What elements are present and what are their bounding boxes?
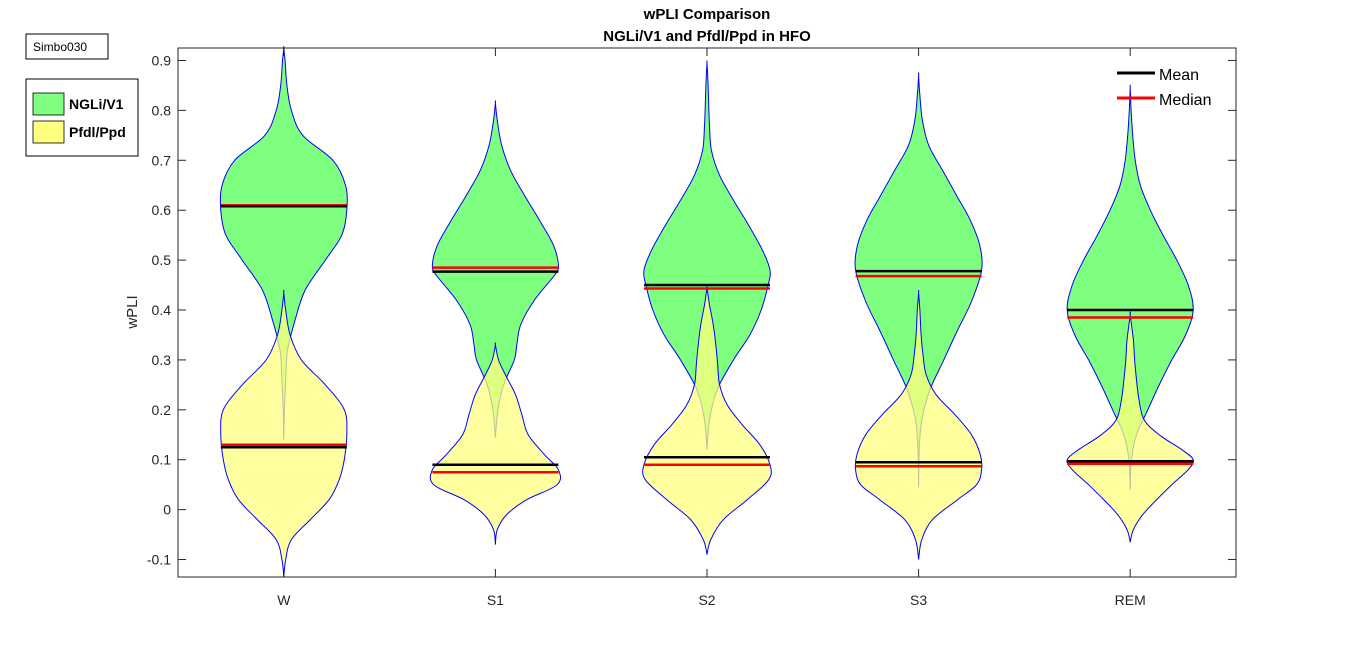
violin-2-rem [1066,311,1194,543]
y-tick-label: 0.1 [152,452,172,468]
stat-lines [220,203,1194,474]
violin-1-s2 [643,60,771,450]
y-tick-label: 0.3 [152,352,172,368]
group-legend: NGLi/V1 Pfdl/Ppd [25,78,139,157]
x-tick-label-w: W [277,592,291,608]
y-axis: -0.1 0 0.1 0.2 0.3 0.4 0.5 0.6 0.7 0.8 0.9 [147,52,1236,568]
y-axis-label: wPLI [124,295,141,329]
violin-1-s3 [854,72,983,488]
stats-legend: Mean Median [1117,67,1211,109]
y-tick-label: 0.2 [152,402,172,418]
figure-tag: Simbo030 [25,33,109,60]
violin-2-s3 [854,289,983,560]
y-tick-label: 0.5 [152,252,172,268]
plot-area: -0.1 0 0.1 0.2 0.3 0.4 0.5 0.6 0.7 0.8 0.9 W S1 S2 S3… [147,45,1237,608]
y-tick-label: -0.1 [147,552,171,568]
figure-tag-label: Simbo030 [33,40,87,54]
x-tick-label-s2: S2 [698,592,715,608]
y-tick-label: 0.9 [152,52,172,68]
chart-title: wPLI Comparison [643,6,771,23]
y-tick-label: 0 [163,502,171,518]
chart-subtitle: NGLi/V1 and Pfdl/Ppd in HFO [603,28,811,45]
violin-1-s1 [431,100,559,438]
x-axis: W S1 S2 S3 REM [277,48,1146,608]
y-tick-label: 0.7 [152,152,172,168]
x-tick-label-s1: S1 [487,592,504,608]
y-tick-label: 0.4 [152,302,172,318]
violin-1-w [219,45,348,440]
x-tick-label-s3: S3 [910,592,927,608]
x-tick-label-rem: REM [1115,592,1146,608]
legend-mean-label: Mean [1159,67,1199,84]
y-tick-label: 0.8 [152,102,172,118]
violin-2-s1 [429,342,562,545]
legend-swatch-group2 [32,120,65,144]
violin-2-w [220,289,348,578]
legend-median-label: Median [1159,92,1211,109]
violins [219,45,1194,578]
legend-swatch-group1 [32,92,65,116]
legend-label-group2: Pfdl/Ppd [69,124,126,140]
y-tick-label: 0.6 [152,202,172,218]
violin-1-rem [1066,84,1194,490]
legend-label-group1: NGLi/V1 [69,96,124,112]
